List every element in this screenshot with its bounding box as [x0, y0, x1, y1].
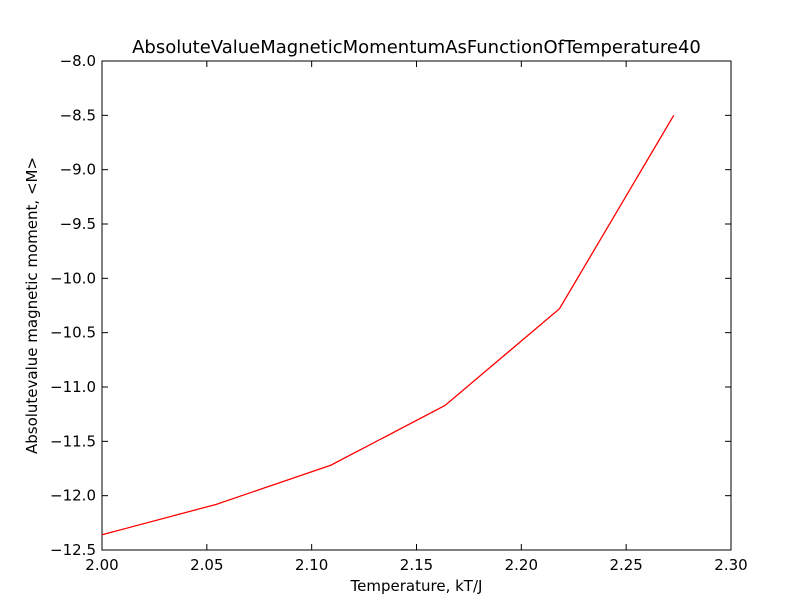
x-tick-label: 2.05	[190, 556, 223, 574]
y-tick-label: −10.0	[50, 269, 96, 287]
chart-title: AbsoluteValueMagneticMomentumAsFunctionO…	[132, 37, 701, 58]
plot-layer: 2.00 2.05 2.10 2.15 2.20 2.25 2.30 −8.0 −8.5 −9.0…	[50, 52, 748, 574]
x-tick-label: 2.15	[400, 556, 433, 574]
y-tick-label: −9.5	[60, 215, 96, 233]
y-tick-label: −11.0	[50, 378, 96, 396]
y-tick-label: −8.5	[60, 106, 96, 124]
y-axis-label: Absolutevalue magnetic moment, <M>	[23, 157, 41, 454]
x-tick-label: 2.10	[295, 556, 328, 574]
y-tick-label: −8.0	[60, 52, 96, 70]
y-tick-label: −12.5	[50, 541, 96, 559]
y-tick-label: −9.0	[60, 161, 96, 179]
y-tick-label: −12.0	[50, 487, 96, 505]
x-tick-label: 2.00	[85, 556, 118, 574]
y-tick-label: −11.5	[50, 432, 96, 450]
y-tick-label: −10.5	[50, 324, 96, 342]
plot-frame	[101, 60, 732, 551]
x-tick-label: 2.20	[505, 556, 538, 574]
series-line	[101, 114, 675, 536]
x-tick-label: 2.25	[609, 556, 642, 574]
x-tick-label: 2.30	[714, 556, 747, 574]
x-axis-label: Temperature, kT/J	[350, 577, 483, 595]
